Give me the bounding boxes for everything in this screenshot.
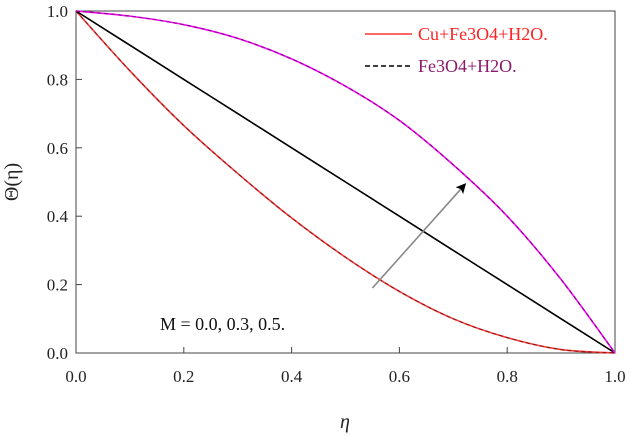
x-axis-ticks: 0.0 0.2 0.4 0.6 0.8 1.0	[65, 347, 626, 386]
x-tick-label: 1.0	[604, 367, 625, 386]
series-dashed-line-2	[75, 10, 616, 354]
series-line-1	[75, 10, 616, 354]
y-axis-ticks: 0.0 0.2 0.4 0.6 0.8 1.0	[47, 2, 82, 363]
y-tick-label: 0.8	[47, 70, 68, 89]
parameter-annotation: M = 0.0, 0.3, 0.5.	[160, 314, 285, 334]
series-dashed-line-0	[75, 10, 616, 354]
y-tick-label: 0.2	[47, 276, 68, 295]
x-tick-label: 0.4	[281, 367, 303, 386]
y-tick-label: 1.0	[47, 2, 68, 21]
trend-arrow	[371, 183, 467, 289]
plot-frame	[75, 10, 616, 354]
x-tick-label: 0.6	[389, 367, 410, 386]
y-tick-label: 0.4	[47, 207, 69, 226]
y-axis-title: Θ(η)	[1, 163, 23, 201]
legend: Cu+Fe3O4+H2O. Fe3O4+H2O.	[365, 24, 548, 76]
x-tick-label: 0.8	[497, 367, 518, 386]
x-tick-label: 0.0	[65, 367, 86, 386]
x-tick-label: 0.2	[173, 367, 194, 386]
trend-arrow-layer	[371, 183, 467, 289]
y-tick-label: 0.0	[47, 344, 68, 363]
y-tick-label: 0.6	[47, 139, 68, 158]
series-line-2	[75, 10, 616, 354]
legend-label-cu-fe3o4-h2o: Cu+Fe3O4+H2O.	[418, 24, 548, 44]
legend-label-fe3o4-h2o: Fe3O4+H2O.	[418, 56, 517, 76]
series-line-0	[75, 10, 616, 354]
series-lines	[75, 10, 616, 354]
x-axis-title: η	[340, 411, 350, 433]
